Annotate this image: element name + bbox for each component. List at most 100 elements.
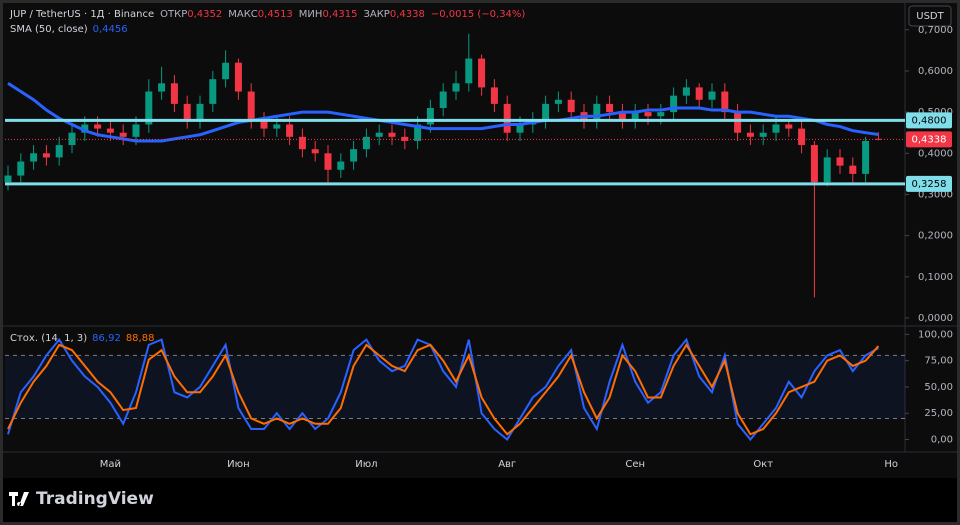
candle-body (388, 132, 396, 137)
candle-body (414, 124, 422, 141)
candle-body (567, 99, 575, 113)
candle-body (618, 112, 626, 121)
candle-body (183, 103, 191, 121)
x-tick-label: Окт (753, 459, 773, 470)
legend: JUP / TetherUS · 1Д · Binance ОТКР0,4352 М… (9, 9, 525, 20)
candle-body (631, 112, 639, 121)
y-tick-label: 0,1000 (918, 272, 953, 283)
y-tick-label: 100,00 (918, 329, 953, 340)
legend-value: 0,4315 (322, 9, 357, 20)
candle-body (247, 91, 255, 121)
y-tick-label: 0,6000 (918, 66, 953, 77)
candle-body (132, 124, 140, 137)
candle-body (286, 124, 294, 137)
candle-body (324, 153, 332, 170)
stoch-d-value: 88,88 (126, 333, 155, 344)
candle-body (145, 91, 153, 125)
candle-body (759, 132, 767, 137)
price-badge-label: 0,4800 (912, 115, 947, 126)
candle-body (721, 91, 729, 113)
x-tick-label: Но (884, 459, 898, 470)
candle-body (862, 140, 870, 174)
symbol: JUP / TetherUS · 1Д · Binance (9, 9, 154, 20)
candle-body (42, 153, 50, 158)
y-tick-label: 0,2000 (918, 231, 953, 242)
legend-label: МАКС (228, 9, 258, 20)
brand-name: TradingView (36, 489, 154, 509)
candle-body (119, 132, 127, 137)
candle-body (350, 149, 358, 162)
x-tick-label: Июл (355, 459, 377, 470)
candle-body (17, 161, 25, 176)
y-tick-label: 50,00 (924, 382, 953, 393)
price-badge (906, 131, 952, 148)
candle-body (682, 87, 690, 96)
candle-body (81, 124, 89, 133)
price-badge-label: 0,4338 (912, 134, 947, 145)
candle-body (798, 128, 806, 146)
x-tick-label: Сен (625, 459, 645, 470)
legend-value: 0,4338 (390, 9, 425, 20)
price-badge (906, 175, 952, 192)
legend-value: 0,4352 (187, 9, 222, 20)
candle-body (772, 124, 780, 133)
sma-value: 0,4456 (93, 24, 128, 35)
candle-body (260, 120, 268, 129)
stoch-name: Стох. (14, 1, 3) (10, 333, 87, 344)
candle-body (375, 132, 383, 137)
footer (3, 478, 957, 522)
price-badge (906, 112, 952, 129)
candle-body (490, 87, 498, 104)
candle-body (554, 99, 562, 104)
candle-body (465, 58, 473, 84)
logo-mark (9, 492, 29, 506)
candle-body (644, 112, 652, 117)
candle-body (234, 62, 242, 92)
y-tick-label: 0,3000 (918, 189, 953, 200)
x-tick-label: Май (100, 459, 121, 470)
candle-body (196, 103, 204, 121)
candle-body (439, 91, 447, 108)
candle-body (30, 153, 38, 162)
candle-body (823, 157, 831, 183)
candle-body (785, 124, 793, 129)
candle-body (94, 124, 102, 129)
candle-body (606, 103, 614, 113)
candle-body (670, 95, 678, 113)
candle-body (836, 157, 844, 166)
y-tick-label: 0,00 (931, 435, 953, 446)
x-tick-label: Июн (227, 459, 249, 470)
candle-body (593, 103, 601, 121)
line (7, 337, 879, 442)
candle-body (55, 145, 63, 158)
candle-body (503, 103, 511, 133)
candle-body (478, 58, 486, 88)
candle-body (849, 165, 857, 174)
x-tick-label: Авг (498, 459, 516, 470)
candle-body (542, 103, 550, 121)
line (7, 342, 880, 436)
stoch-k-value: 86,92 (92, 333, 121, 344)
candle-body (452, 83, 460, 92)
candle-body (222, 62, 230, 80)
y-tick-label: 0,4000 (918, 148, 953, 159)
candle-body (708, 91, 716, 100)
candle-body (810, 145, 818, 183)
candle-body (695, 87, 703, 100)
candle-body (734, 112, 742, 133)
candle-body (516, 124, 524, 133)
currency-button[interactable] (908, 5, 952, 27)
candle-body (170, 83, 178, 104)
candle-body (746, 132, 754, 137)
legend-label: МИН (299, 9, 323, 20)
currency-label[interactable]: USDT (916, 11, 944, 22)
y-tick-label: 25,00 (924, 408, 953, 419)
line (7, 82, 879, 143)
candle-body (158, 83, 166, 92)
y-tick-label: 75,00 (924, 356, 953, 367)
candle-body (337, 161, 345, 170)
price-badge-label: 0,3258 (912, 179, 947, 190)
legend-label: ОТКР (160, 9, 187, 20)
